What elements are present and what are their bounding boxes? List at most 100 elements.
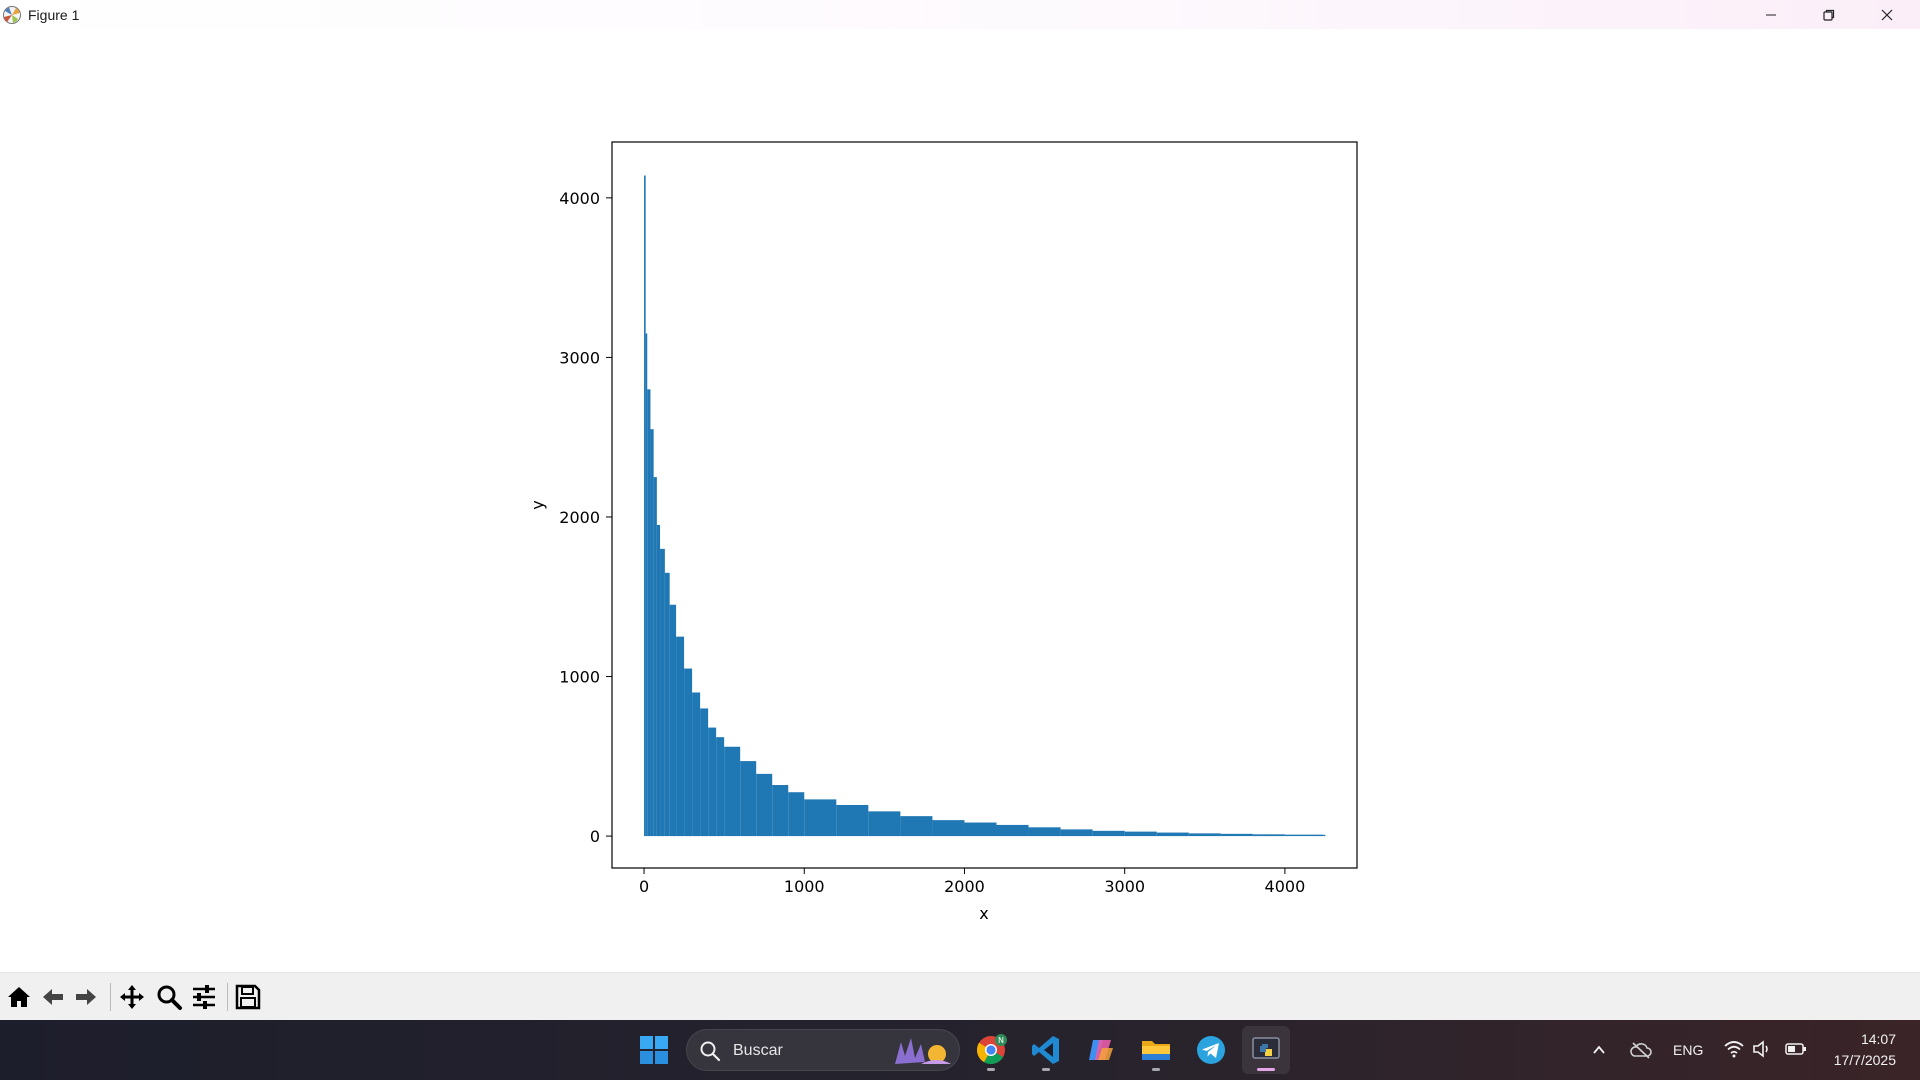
bar bbox=[1124, 831, 1157, 837]
taskbar-python[interactable] bbox=[1242, 1026, 1290, 1074]
bar bbox=[804, 799, 837, 837]
close-button[interactable] bbox=[1858, 0, 1916, 29]
bar bbox=[1220, 833, 1253, 837]
configure-subplots-button[interactable] bbox=[188, 981, 220, 1013]
bar bbox=[669, 604, 677, 837]
bar bbox=[932, 820, 965, 837]
bar bbox=[740, 761, 757, 837]
matplotlib-icon bbox=[3, 6, 21, 24]
bar bbox=[996, 824, 1029, 837]
pan-button[interactable] bbox=[116, 981, 148, 1013]
bar bbox=[684, 668, 693, 837]
wifi-status[interactable] bbox=[1724, 1040, 1744, 1058]
restore-icon bbox=[1823, 9, 1835, 21]
bar bbox=[1188, 833, 1221, 837]
bar bbox=[900, 816, 933, 837]
speaker-icon bbox=[1753, 1040, 1768, 1058]
bar bbox=[724, 746, 741, 837]
x-tick-label: 4000 bbox=[1265, 877, 1306, 896]
bar-series bbox=[644, 175, 1326, 837]
taskbar-copilot[interactable] bbox=[1077, 1026, 1125, 1074]
bar bbox=[660, 548, 665, 837]
wifi-icon bbox=[1724, 1041, 1744, 1058]
figure-canvas[interactable]: 0 1000 2000 3000 4000 0 1000 2000 3000 4000 x y bbox=[0, 29, 1920, 972]
taskbar-vscode[interactable] bbox=[1022, 1026, 1070, 1074]
home-button[interactable] bbox=[3, 981, 35, 1013]
chrome-icon: N bbox=[977, 1034, 1007, 1064]
running-indicator bbox=[1042, 1068, 1050, 1071]
forward-button[interactable] bbox=[70, 981, 102, 1013]
x-tick-label: 3000 bbox=[1104, 877, 1145, 896]
battery-status[interactable] bbox=[1785, 1041, 1807, 1057]
bar bbox=[676, 636, 685, 837]
show-hidden-icons-button[interactable] bbox=[1591, 1042, 1607, 1058]
x-axis: 0 1000 2000 3000 4000 bbox=[639, 868, 1305, 896]
axes-frame bbox=[611, 141, 1358, 869]
bar bbox=[788, 792, 805, 837]
windows-start-icon bbox=[640, 1036, 668, 1064]
y-tick-label: 1000 bbox=[559, 668, 600, 687]
python-icon bbox=[1252, 1037, 1280, 1059]
vscode-icon bbox=[1032, 1036, 1059, 1064]
restore-button[interactable] bbox=[1800, 0, 1858, 29]
bar bbox=[647, 389, 651, 837]
clock-time[interactable]: 14:07 bbox=[1860, 1031, 1896, 1047]
search-highlight-icon bbox=[895, 1038, 951, 1064]
x-tick-label: 1000 bbox=[784, 877, 825, 896]
x-tick-label: 2000 bbox=[944, 877, 985, 896]
bar bbox=[644, 175, 646, 837]
x-axis-label: x bbox=[979, 904, 988, 923]
active-indicator bbox=[1257, 1068, 1275, 1071]
bar bbox=[756, 773, 773, 837]
chart: 0 1000 2000 3000 4000 0 1000 2000 3000 4000 x y bbox=[528, 141, 1358, 923]
minimize-button[interactable] bbox=[1742, 0, 1800, 29]
bar bbox=[692, 692, 701, 837]
running-indicator bbox=[1152, 1068, 1160, 1071]
bar bbox=[772, 785, 789, 837]
y-axis-label: y bbox=[528, 500, 547, 509]
language-indicator[interactable]: ENG bbox=[1673, 1042, 1704, 1058]
bar bbox=[664, 572, 670, 837]
volume-status[interactable] bbox=[1752, 1040, 1772, 1058]
bar bbox=[716, 737, 725, 837]
file-explorer-icon bbox=[1142, 1041, 1170, 1060]
running-indicator bbox=[987, 1068, 995, 1071]
taskbar-telegram[interactable] bbox=[1187, 1026, 1235, 1074]
save-button[interactable] bbox=[232, 981, 264, 1013]
bar bbox=[1323, 834, 1326, 837]
forward-icon bbox=[76, 989, 96, 1005]
navigation-toolbar bbox=[0, 972, 1920, 1020]
window-title: Figure 1 bbox=[28, 7, 80, 23]
bar bbox=[1156, 832, 1189, 837]
bar bbox=[1284, 834, 1324, 837]
bar bbox=[964, 822, 997, 837]
taskbar-file-explorer[interactable] bbox=[1132, 1026, 1180, 1074]
cloud-off-icon bbox=[1630, 1042, 1652, 1059]
toolbar-separator bbox=[110, 983, 111, 1011]
close-icon bbox=[1881, 9, 1893, 20]
zoom-button[interactable] bbox=[153, 981, 185, 1013]
y-tick-label: 4000 bbox=[559, 189, 600, 208]
taskbar bbox=[0, 1020, 1920, 1080]
search-placeholder: Buscar bbox=[733, 1042, 783, 1059]
bar bbox=[645, 333, 648, 837]
bar bbox=[1060, 829, 1093, 837]
back-icon bbox=[43, 989, 63, 1005]
taskbar-search[interactable]: Buscar bbox=[686, 1029, 960, 1071]
bar bbox=[708, 727, 717, 837]
bar bbox=[1028, 827, 1061, 837]
back-button[interactable] bbox=[37, 981, 69, 1013]
window-titlebar: Figure 1 bbox=[0, 0, 1920, 29]
taskbar-chrome[interactable]: N bbox=[967, 1026, 1015, 1074]
onedrive-status[interactable] bbox=[1630, 1040, 1652, 1060]
copilot-icon bbox=[1089, 1040, 1113, 1060]
battery-icon bbox=[1785, 1043, 1806, 1055]
bar bbox=[836, 804, 869, 837]
y-tick-label: 0 bbox=[590, 827, 600, 846]
clock-date[interactable]: 17/7/2025 bbox=[1833, 1052, 1896, 1068]
start-button[interactable] bbox=[630, 1026, 678, 1074]
minimize-icon bbox=[1766, 14, 1776, 15]
bar bbox=[1252, 834, 1285, 837]
configure-subplots-icon bbox=[193, 985, 215, 1009]
save-icon bbox=[235, 984, 261, 1010]
